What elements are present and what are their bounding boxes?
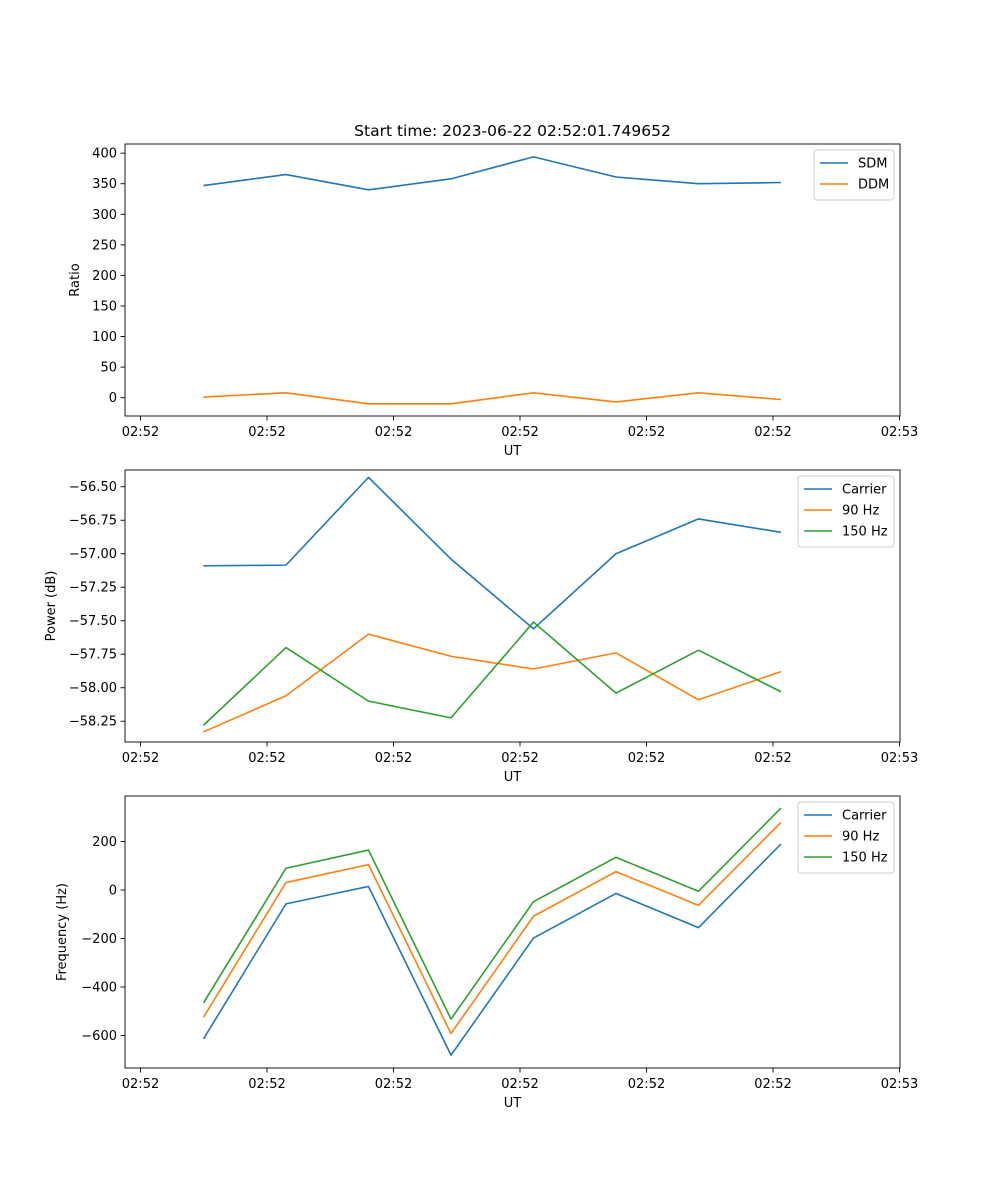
x-tick-label: 02:52 [375,425,412,440]
y-tick-label: 50 [100,361,117,376]
x-tick-label: 02:53 [881,425,918,440]
x-tick-label: 02:52 [754,751,791,766]
legend-entry: 90 Hz [842,830,879,845]
series-line-sdm [203,156,782,191]
legend-entry: 90 Hz [842,504,879,519]
legend: SDM DDM [813,149,895,201]
y-tick-label: 350 [92,177,117,192]
y-tick-label: −58.25 [69,715,117,730]
axes-frame [124,795,901,1069]
y-tick-label: −57.75 [69,648,117,663]
y-tick-label: −400 [81,981,117,996]
legend-entry: Carrier [842,809,887,824]
x-tick-label: 02:52 [375,1077,412,1092]
y-tick-label: −56.50 [69,480,117,495]
figure-title: Start time: 2023-06-22 02:52:01.749652 [354,122,671,140]
x-tick-label: 02:52 [501,425,538,440]
legend-entry: 150 Hz [842,525,888,540]
x-tick-label: 02:52 [754,425,791,440]
y-tick-label: 400 [92,147,117,162]
legend: Carrier 90 Hz 150 Hz [797,801,895,874]
series-line-90-hz [203,633,782,733]
chart-panel-3: 02:52 02:52 02:52 02:52 02:52 02:52 02:53 200 0 −… [55,795,918,1111]
x-tick-label: 02:52 [248,751,285,766]
chart-panel-2: 02:52 02:52 02:52 02:52 02:52 02:52 02:53 −56.5… [44,469,918,785]
x-tick-label: 02:52 [754,1077,791,1092]
x-tick-label: 02:52 [628,425,665,440]
axes-frame [124,143,901,417]
y-tick-label: 300 [92,208,117,223]
x-axis-label: UT [504,1096,522,1111]
legend-box [797,801,895,874]
series-line-90-hz [202,821,782,1035]
y-tick-label: 100 [92,330,117,345]
y-axis-label: Ratio [68,263,83,296]
series-line-carrier [203,476,782,630]
legend-box [797,475,895,548]
series-line-carrier [202,843,782,1056]
y-tick-label: −57.25 [69,581,117,596]
x-tick-label: 02:53 [881,1077,918,1092]
x-tick-label: 02:52 [628,1077,665,1092]
legend-entry: 150 Hz [842,851,888,866]
y-tick-label: −600 [81,1029,117,1044]
legend: Carrier 90 Hz 150 Hz [797,475,895,548]
y-tick-label: 200 [92,835,117,850]
chart-panel-1: 02:52 02:52 02:52 02:52 02:52 02:52 02:53 0 50 10… [68,143,918,459]
series-line-150-hz [202,621,782,726]
x-tick-label: 02:52 [375,751,412,766]
legend-entry: DDM [858,178,889,193]
y-tick-label: 250 [92,238,117,253]
x-tick-label: 02:52 [501,751,538,766]
y-tick-label: 0 [109,391,117,406]
x-tick-label: 02:52 [248,425,285,440]
x-tick-label: 02:52 [122,1077,159,1092]
y-tick-label: −200 [81,932,117,947]
y-tick-label: −57.50 [69,614,117,629]
x-tick-label: 02:52 [122,751,159,766]
x-tick-label: 02:52 [501,1077,538,1092]
axes-frame [124,469,901,743]
series-line-150-hz [202,807,782,1020]
y-tick-label: −57.00 [69,547,117,562]
x-tick-label: 02:52 [248,1077,285,1092]
legend-entry: Carrier [842,483,887,498]
series-line-ddm [203,391,782,405]
y-tick-label: −58.00 [69,681,117,696]
legend-entry: SDM [858,157,887,172]
y-tick-label: 0 [109,884,117,899]
y-tick-label: −56.75 [69,514,117,529]
y-axis-label: Power (dB) [44,571,59,642]
x-tick-label: 02:52 [628,751,665,766]
x-tick-label: 02:52 [122,425,159,440]
x-axis-label: UT [504,444,522,459]
y-axis-label: Frequency (Hz) [55,883,70,981]
x-axis-label: UT [504,770,522,785]
y-tick-label: 150 [92,299,117,314]
y-tick-label: 200 [92,269,117,284]
x-tick-label: 02:53 [881,751,918,766]
